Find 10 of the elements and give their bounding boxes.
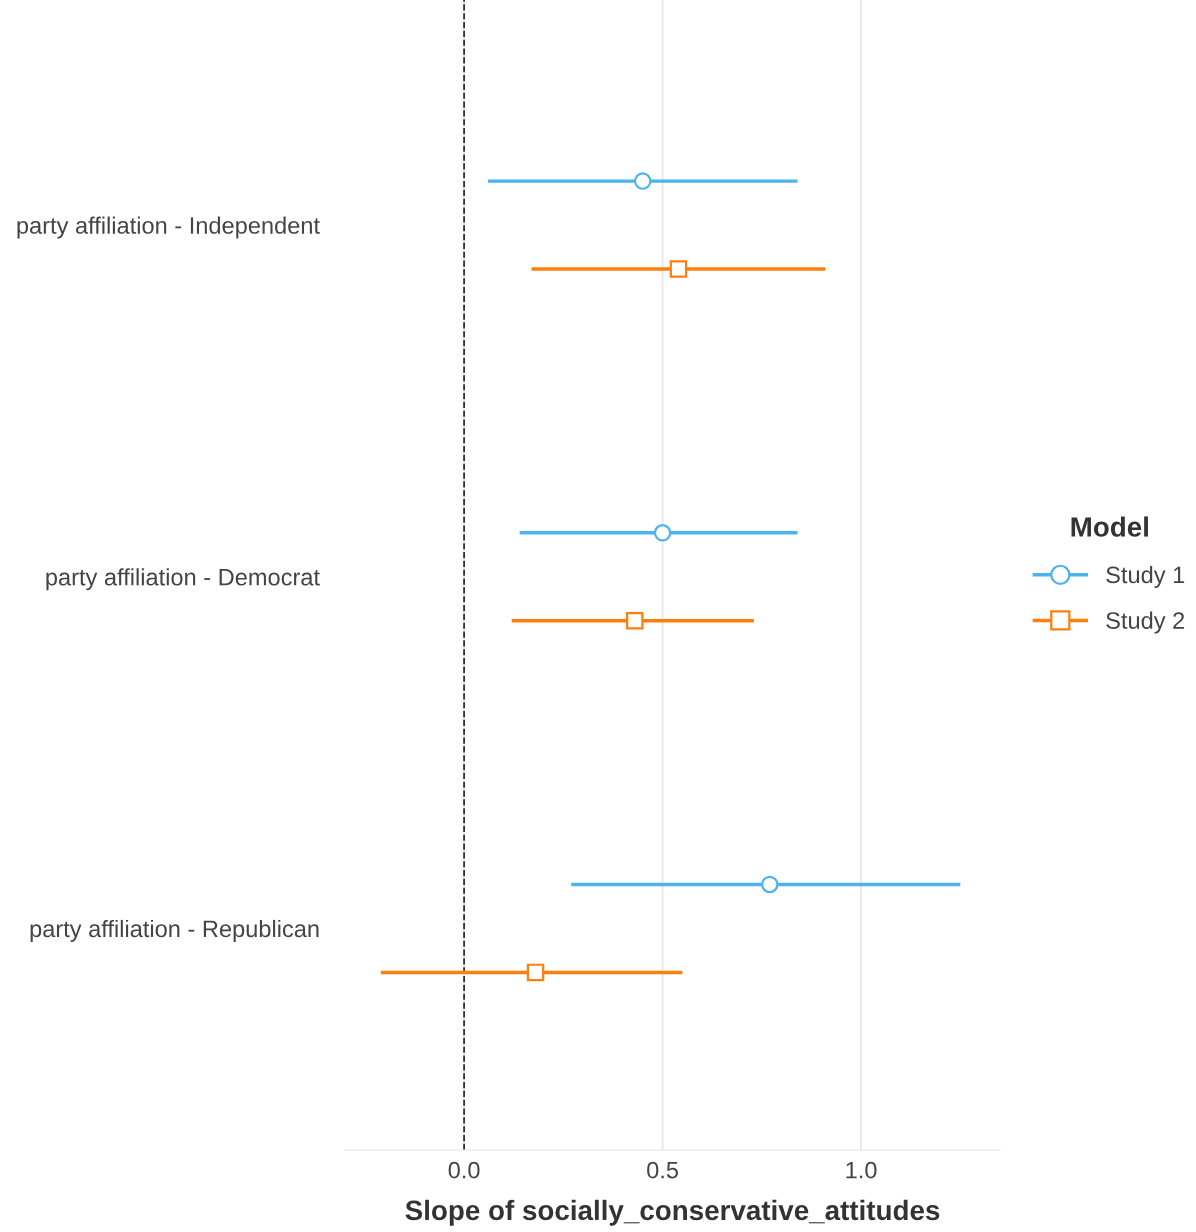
x-axis-title: Slope of socially_conservative_attitudes: [405, 1199, 940, 1226]
legend-title: Model: [1071, 516, 1148, 537]
y-tick-label: party affiliation - Democrat: [46, 568, 320, 591]
legend-label: Study 1: [1106, 565, 1185, 588]
y-tick-label: party affiliation - Republican: [30, 919, 319, 942]
y-tick-label: party affiliation - Independent: [17, 216, 320, 239]
x-tick-label: 1.0: [846, 1161, 877, 1179]
x-tick-label: 0.0: [448, 1161, 480, 1179]
x-tick-label: 0.5: [647, 1161, 678, 1179]
legend-label: Study 2: [1106, 611, 1185, 634]
